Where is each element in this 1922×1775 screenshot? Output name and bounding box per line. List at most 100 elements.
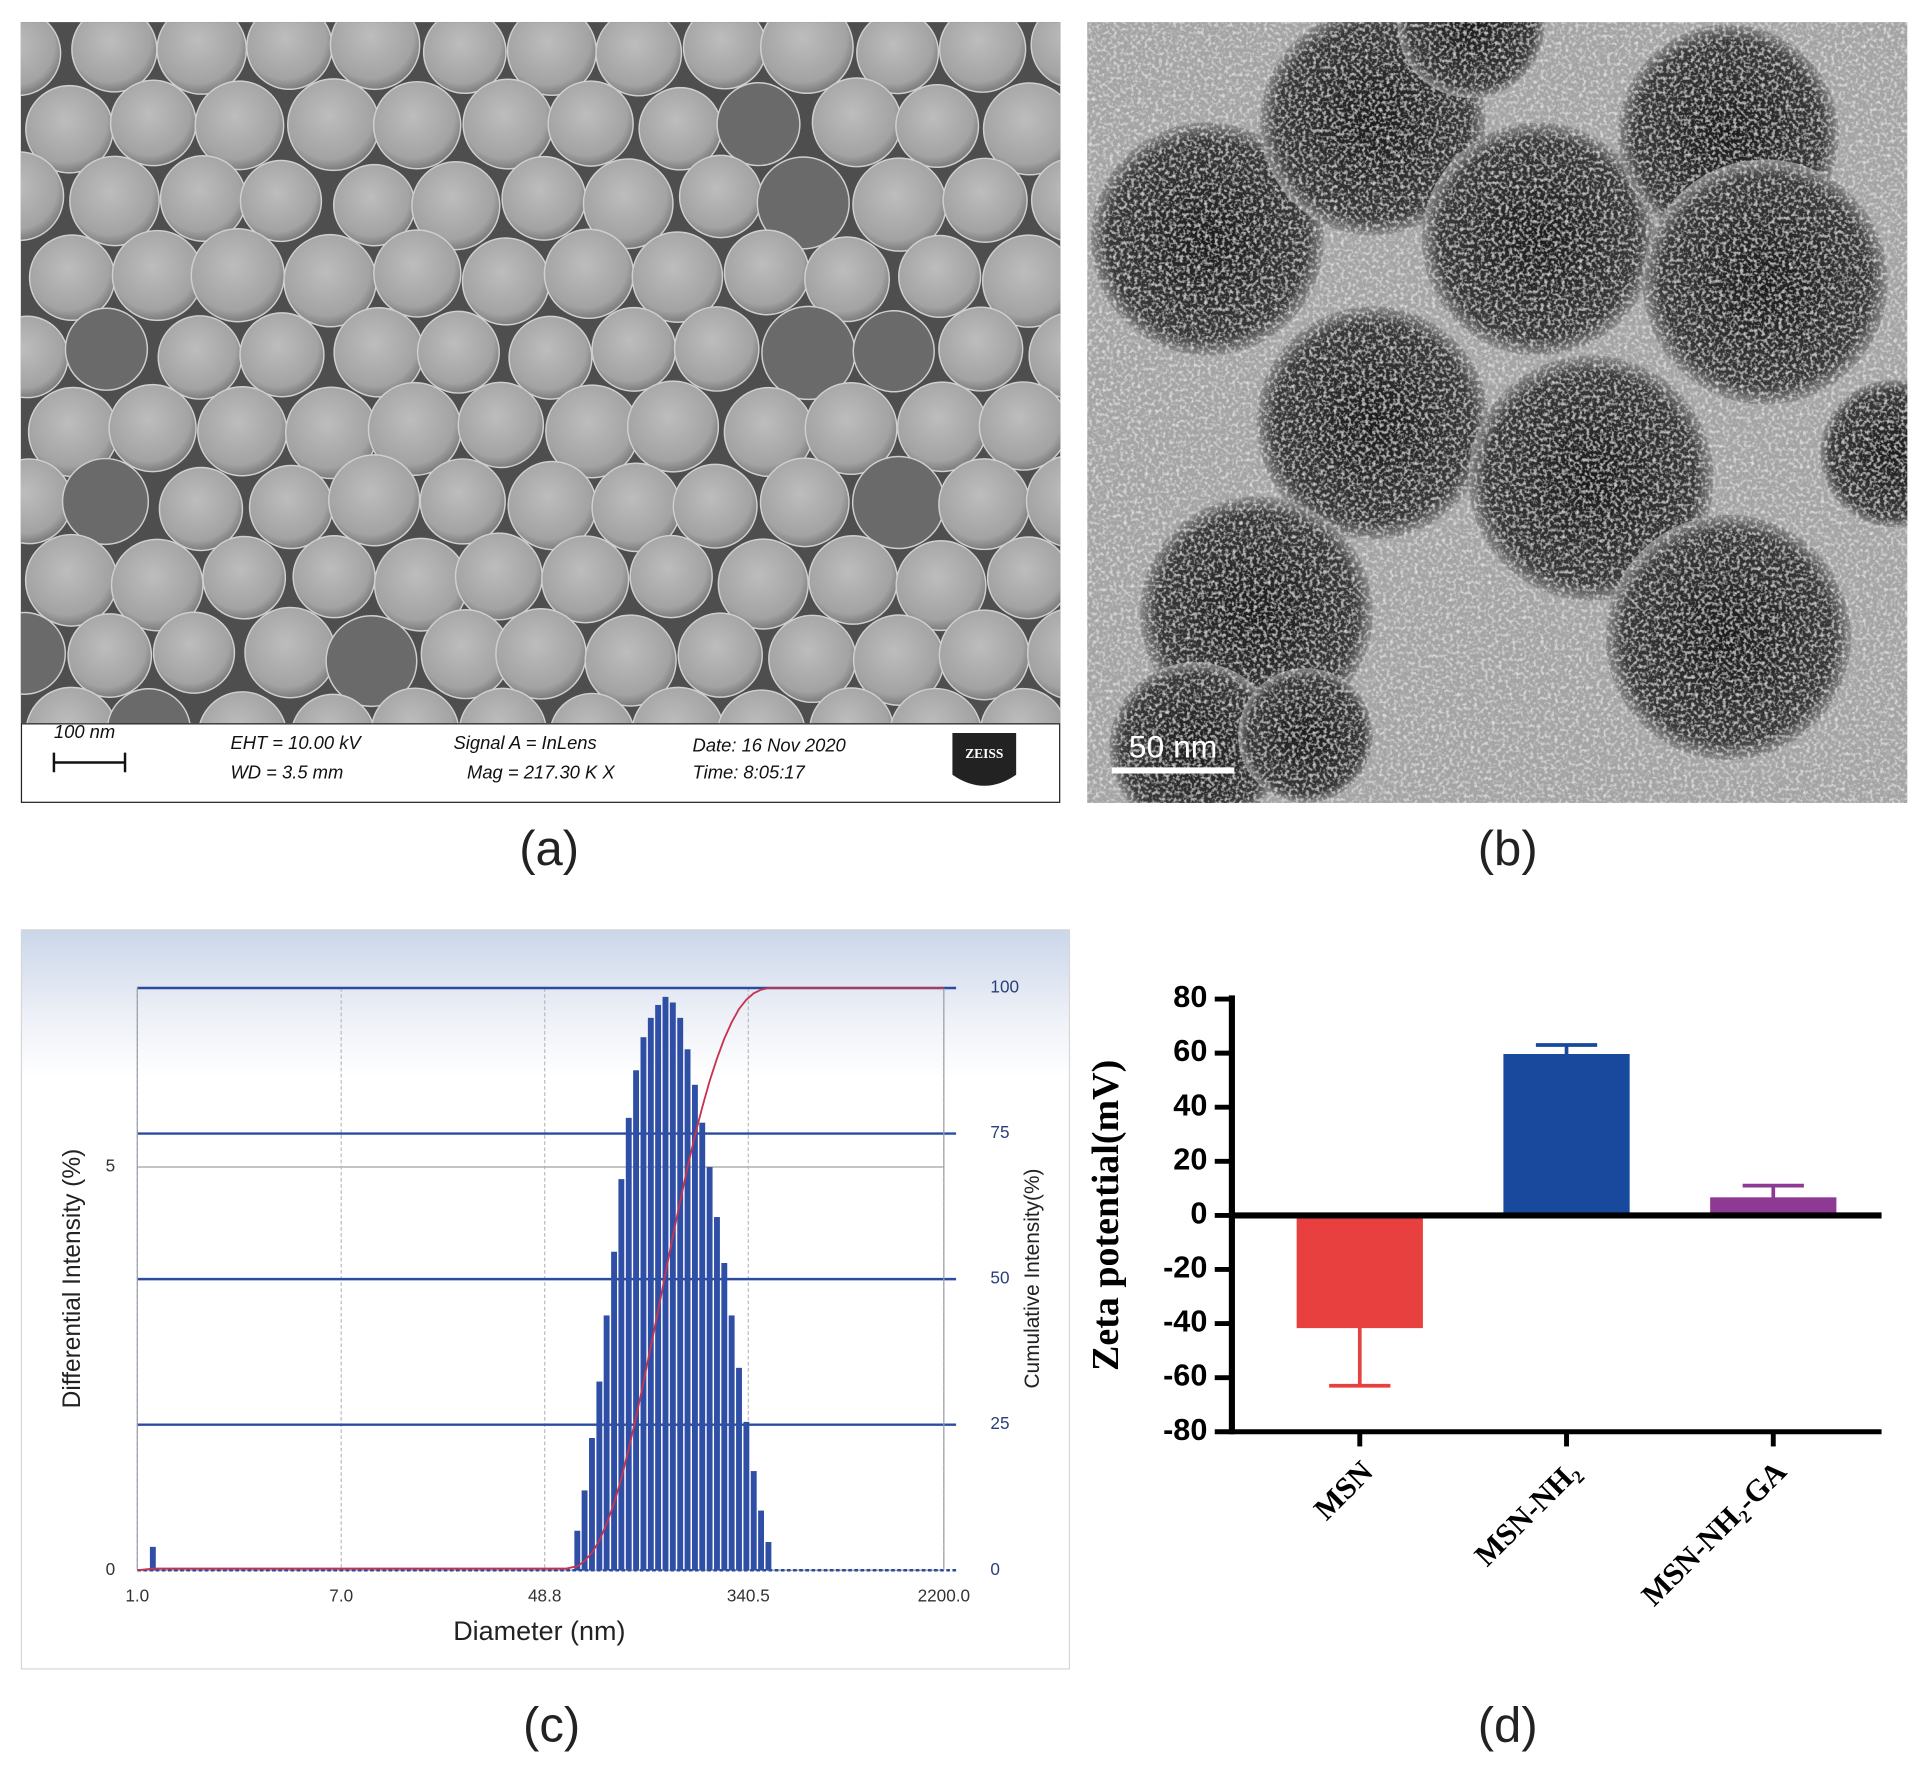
- sem-particle: [986, 536, 1061, 620]
- x-axis-label: Diameter (nm): [453, 1616, 625, 1646]
- y-tick-label: 5: [106, 1156, 116, 1176]
- y2-tick-label: 0: [990, 1559, 1000, 1579]
- bar: [655, 1004, 662, 1571]
- sem-mag: Mag = 217.30 K X: [467, 761, 615, 782]
- y-tick-label: -40: [1163, 1305, 1207, 1339]
- sem-info-bar: [20, 723, 1061, 803]
- sem-scale-bar: [52, 752, 127, 773]
- sem-particle: [890, 687, 981, 724]
- sem-particle: [416, 310, 500, 394]
- bar: [618, 1179, 625, 1571]
- sem-particle: [547, 80, 634, 167]
- sem-particle: [422, 22, 507, 95]
- sem-particle: [673, 306, 760, 392]
- sem-particle: [111, 229, 203, 322]
- sem-particle: [1030, 22, 1061, 86]
- sem-particle: [156, 22, 248, 95]
- sem-particle: [508, 315, 593, 400]
- sem-particle: [723, 229, 810, 316]
- sem-particle: [20, 611, 67, 695]
- x-tick-label: 1.0: [125, 1586, 149, 1606]
- sem-particle: [26, 686, 117, 724]
- sem-particle: [808, 535, 899, 625]
- sem-particle: [717, 538, 809, 630]
- sem-particle: [759, 457, 850, 548]
- sem-particle: [461, 237, 551, 326]
- sem-particle: [938, 306, 1024, 392]
- sem-particle: [244, 606, 337, 699]
- sem-particle: [109, 79, 197, 167]
- sem-wd: WD = 3.5 mm: [230, 761, 343, 782]
- bar: [750, 1471, 757, 1571]
- bar: [765, 1542, 772, 1571]
- tem-particle: [1238, 668, 1373, 803]
- sem-particle: [373, 229, 462, 318]
- tem-particle: [1468, 355, 1714, 601]
- sem-particle: [1026, 609, 1061, 699]
- sem-particle: [454, 532, 543, 621]
- sem-particle: [595, 22, 683, 97]
- sem-particle: [239, 312, 325, 398]
- sem-particle: [248, 464, 334, 550]
- sem-particle: [677, 612, 763, 698]
- tem-particles: [1090, 22, 1908, 803]
- sem-particle: [626, 380, 720, 473]
- zeiss-logo: [952, 733, 1017, 786]
- bar: [596, 1381, 603, 1571]
- x-tick-label: 2200.0: [918, 1586, 970, 1606]
- x-tick-label: 7.0: [329, 1586, 353, 1606]
- sem-particle: [631, 231, 724, 323]
- tem-particle: [1421, 122, 1655, 356]
- sem-particle: [69, 155, 160, 247]
- sem-particle: [543, 228, 635, 320]
- sem-particle: [329, 22, 421, 91]
- sem-particle: [67, 613, 153, 698]
- bar: [574, 1530, 581, 1571]
- bar: [589, 1437, 595, 1571]
- y-axis-label: Zeta potential(mV): [1085, 1060, 1127, 1371]
- sem-particle: [811, 77, 902, 168]
- sem-particle: [495, 608, 587, 700]
- sem-particle: [942, 157, 1028, 243]
- panel-label: (b): [1478, 822, 1538, 876]
- bar: [743, 1421, 750, 1571]
- sem-particle: [1025, 456, 1061, 547]
- sem-particle: [981, 234, 1061, 328]
- bar: [669, 1002, 676, 1571]
- sem-particle: [898, 234, 982, 319]
- sem-particle: [980, 687, 1061, 724]
- sem-particle: [325, 614, 418, 708]
- bar: [714, 1217, 720, 1571]
- y-tick-label: 0: [106, 1559, 116, 1579]
- bar: [149, 1546, 156, 1571]
- bar: [706, 1167, 713, 1571]
- sem-particle: [584, 614, 677, 707]
- sem-particle: [629, 534, 713, 619]
- sem-particle: [678, 154, 763, 239]
- tem-particle: [1820, 380, 1908, 528]
- sem-particle: [459, 687, 547, 724]
- y-tick-label: 60: [1173, 1034, 1207, 1068]
- sem-particle: [372, 80, 462, 170]
- sem-particle: [411, 161, 501, 251]
- panel-label: (c): [523, 1698, 580, 1752]
- y-tick-label: -60: [1163, 1359, 1207, 1393]
- sem-particle: [852, 310, 935, 393]
- sem-particle: [61, 457, 150, 546]
- chart-c-background: [20, 929, 1071, 1670]
- x-tick-label: 340.5: [727, 1586, 770, 1606]
- panel-label: (a): [519, 822, 579, 876]
- y2-tick-label: 50: [990, 1268, 1009, 1288]
- sem-scale-text: 100 nm: [54, 721, 115, 742]
- sem-particle: [190, 227, 286, 323]
- sem-particle: [1028, 313, 1061, 398]
- bar: [611, 1251, 618, 1571]
- sem-particle: [582, 158, 674, 250]
- y-tick-label: 20: [1173, 1142, 1207, 1176]
- x-tick-label: MSN-NH₂: [1468, 1454, 1586, 1572]
- sem-particle: [152, 611, 236, 694]
- sem-particle: [938, 22, 1027, 93]
- bar: [640, 1037, 647, 1571]
- bar: [677, 1017, 684, 1571]
- y-tick-label: -80: [1163, 1413, 1207, 1447]
